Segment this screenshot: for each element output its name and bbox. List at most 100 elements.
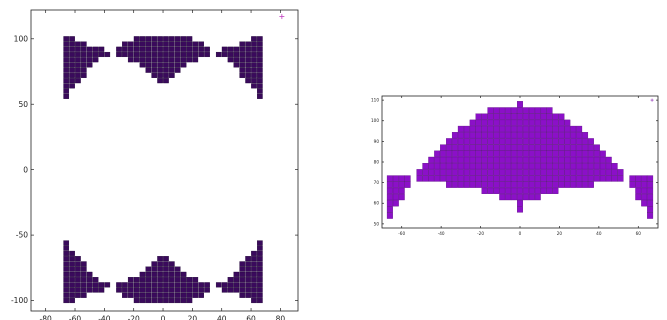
data-point — [487, 119, 494, 126]
data-point — [558, 113, 565, 120]
data-point — [487, 150, 494, 157]
data-point — [221, 51, 228, 58]
data-point — [481, 150, 488, 157]
data-point — [80, 46, 87, 52]
data-point — [457, 150, 464, 157]
data-point — [116, 287, 122, 293]
data-point — [493, 144, 500, 151]
data-point — [245, 46, 251, 52]
data-point — [215, 51, 222, 58]
data-point — [505, 113, 512, 120]
data-point — [570, 125, 577, 133]
data-point — [487, 181, 494, 188]
data-point — [528, 144, 535, 151]
data-point — [587, 144, 594, 151]
data-point — [239, 277, 246, 283]
data-point — [186, 57, 193, 63]
data-point — [116, 282, 122, 288]
data-point — [546, 119, 553, 126]
data-point — [186, 277, 193, 283]
data-point — [511, 113, 518, 120]
data-point — [528, 119, 535, 126]
data-region-0 — [63, 36, 263, 99]
data-point — [75, 266, 81, 272]
y-tick-label: 50 — [18, 100, 28, 109]
data-point — [63, 93, 70, 99]
data-point — [157, 78, 163, 84]
data-point — [505, 125, 512, 133]
data-point — [245, 57, 251, 63]
data-point — [180, 292, 187, 298]
data-point — [505, 132, 512, 139]
data-point — [251, 46, 257, 52]
data-point — [69, 72, 75, 78]
data-point — [517, 181, 523, 188]
data-point — [493, 163, 500, 170]
data-point — [69, 78, 75, 84]
data-point — [522, 125, 529, 133]
data-point — [517, 101, 523, 108]
data-point — [221, 282, 228, 288]
data-point — [63, 46, 70, 52]
data-point — [157, 261, 163, 267]
data-point — [163, 41, 169, 47]
data-point — [163, 292, 169, 298]
data-point — [63, 67, 70, 73]
data-point — [522, 156, 529, 164]
data-point — [481, 187, 488, 194]
data-point — [517, 156, 523, 164]
data-point — [564, 181, 571, 188]
data-point — [428, 156, 435, 164]
data-point — [475, 125, 482, 133]
data-point — [151, 62, 158, 68]
data-point — [251, 57, 257, 63]
data-point — [186, 282, 193, 288]
data-point — [145, 297, 152, 304]
data-point — [151, 51, 158, 58]
data-point — [463, 144, 470, 151]
data-point — [239, 57, 246, 63]
data-point — [463, 169, 470, 176]
data-point — [475, 113, 482, 120]
data-point — [257, 271, 263, 277]
data-point — [86, 271, 93, 277]
data-point — [174, 282, 181, 288]
data-point — [63, 240, 70, 246]
data-point — [546, 175, 553, 182]
data-point — [163, 67, 169, 73]
data-point — [457, 163, 464, 170]
data-point — [69, 287, 75, 293]
data-point — [122, 282, 128, 288]
data-point — [517, 206, 523, 213]
data-point — [257, 36, 263, 42]
data-point — [186, 297, 193, 304]
data-point — [169, 62, 175, 68]
data-point — [552, 175, 559, 182]
left-chart: -80 -60 -40 -20 0 20 40 60 80 -100 -50 0 50 100 — [11, 9, 299, 320]
data-point — [169, 277, 175, 283]
data-point — [75, 256, 81, 262]
right-chart: -60 -40 -20 0 20 40 60 50 60 70 80 90 100 110 — [371, 95, 659, 236]
data-point — [75, 277, 81, 283]
data-point — [133, 51, 140, 58]
data-point — [451, 169, 458, 176]
data-point — [174, 41, 181, 47]
data-point — [63, 57, 70, 63]
data-point — [63, 36, 70, 42]
data-point — [63, 78, 70, 84]
data-point — [198, 292, 204, 298]
data-point — [192, 41, 199, 47]
data-point — [145, 271, 152, 277]
data-point — [552, 138, 559, 145]
data-point — [69, 36, 75, 42]
data-point — [499, 107, 506, 114]
data-point — [558, 119, 565, 126]
data-point — [239, 51, 246, 58]
data-point — [227, 287, 234, 293]
data-point — [163, 62, 169, 68]
data-point — [245, 287, 251, 293]
data-point — [451, 175, 458, 182]
data-point — [251, 62, 257, 68]
data-point — [163, 271, 169, 277]
data-point — [582, 169, 589, 176]
